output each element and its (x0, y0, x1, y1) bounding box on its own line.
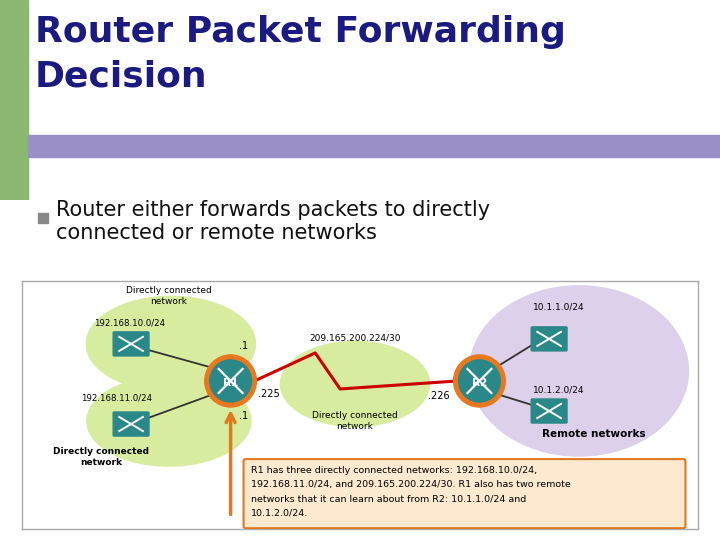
FancyBboxPatch shape (531, 327, 567, 351)
FancyBboxPatch shape (113, 332, 149, 356)
Text: 192.168.11.0/24: 192.168.11.0/24 (81, 394, 152, 403)
Text: R1 has three directly connected networks: 192.168.10.0/24,: R1 has three directly connected networks… (251, 466, 536, 475)
Text: Directly connected
network: Directly connected network (53, 447, 149, 467)
Circle shape (459, 360, 500, 402)
Text: 192.168.11.0/24, and 209.165.200.224/30. R1 also has two remote: 192.168.11.0/24, and 209.165.200.224/30.… (251, 480, 570, 489)
Bar (28, 135, 720, 157)
Text: Directly connected
network: Directly connected network (312, 411, 398, 431)
Text: 10.1.1.0/24: 10.1.1.0/24 (534, 303, 585, 312)
Text: 209.165.200.224/30: 209.165.200.224/30 (310, 334, 401, 343)
FancyBboxPatch shape (243, 459, 685, 528)
Ellipse shape (87, 376, 251, 466)
Text: connected or remote networks: connected or remote networks (56, 223, 377, 243)
FancyBboxPatch shape (531, 399, 567, 423)
Text: Router Packet Forwarding: Router Packet Forwarding (35, 15, 566, 49)
Text: .1: .1 (238, 411, 248, 421)
FancyBboxPatch shape (113, 412, 149, 436)
Text: 192.168.10.0/24: 192.168.10.0/24 (94, 319, 165, 328)
Text: networks that it can learn about from R2: 10.1.1.0/24 and: networks that it can learn about from R2… (251, 494, 526, 503)
Text: 10.1.2.0/24: 10.1.2.0/24 (534, 386, 585, 395)
Text: 10.1.2.0/24.: 10.1.2.0/24. (251, 508, 307, 517)
Text: .226: .226 (428, 391, 449, 401)
Circle shape (210, 360, 251, 402)
Text: Directly connected
network: Directly connected network (126, 286, 212, 306)
Text: Router either forwards packets to directly: Router either forwards packets to direct… (56, 200, 490, 220)
Ellipse shape (469, 286, 688, 456)
Text: R1: R1 (223, 378, 238, 388)
Circle shape (204, 355, 256, 407)
Text: R2: R2 (472, 378, 487, 388)
Text: Remote networks: Remote networks (542, 429, 646, 439)
Ellipse shape (86, 296, 256, 392)
Text: .225: .225 (258, 389, 280, 399)
Bar (38, 213, 48, 223)
Circle shape (454, 355, 505, 407)
Text: .1: .1 (238, 341, 248, 351)
Ellipse shape (280, 341, 430, 427)
Text: Decision: Decision (35, 60, 207, 94)
Bar (0, 0, 28, 200)
